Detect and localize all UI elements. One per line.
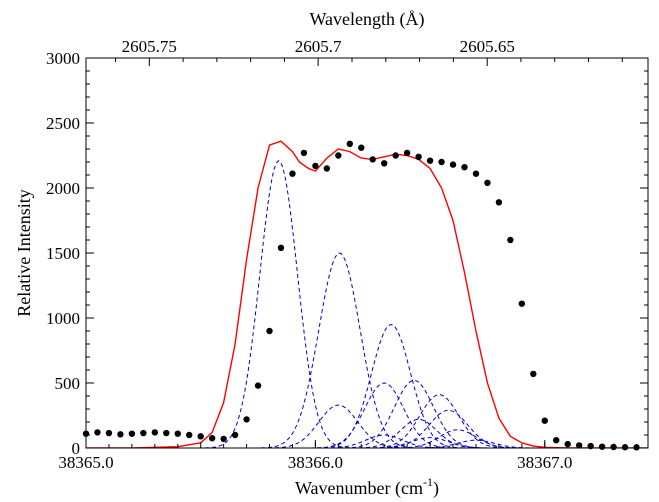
data-point bbox=[163, 429, 170, 437]
x-axis-title-close: ) bbox=[433, 478, 439, 499]
data-point bbox=[220, 435, 227, 443]
y-axis-title: Relative Intensity bbox=[14, 189, 34, 316]
x-tick-label: 38365.0 bbox=[58, 453, 113, 472]
data-point bbox=[335, 152, 342, 159]
component-peak-7 bbox=[86, 404, 648, 448]
data-point bbox=[541, 417, 548, 424]
data-point bbox=[553, 437, 560, 444]
data-point bbox=[438, 158, 445, 166]
data-point bbox=[461, 164, 468, 171]
data-point bbox=[621, 444, 629, 451]
data-point bbox=[392, 152, 399, 159]
component-peak-2 bbox=[86, 252, 648, 448]
data-point bbox=[403, 149, 411, 157]
y-tick-label: 1500 bbox=[46, 244, 80, 263]
data-point bbox=[289, 170, 296, 177]
data-point bbox=[266, 327, 273, 335]
component-peak-11 bbox=[86, 434, 648, 448]
data-point bbox=[495, 199, 503, 206]
data-point bbox=[346, 140, 353, 147]
component-peak-8 bbox=[86, 409, 648, 448]
data-point bbox=[208, 435, 216, 442]
data-point bbox=[117, 431, 124, 438]
x-axis-title-main: Wavenumber (cm bbox=[295, 478, 423, 499]
x-axis-title-superscript: -1 bbox=[423, 475, 433, 489]
data-point bbox=[151, 429, 159, 436]
x-tick-label: 38366.0 bbox=[288, 453, 343, 472]
data-point bbox=[415, 153, 422, 160]
data-point bbox=[381, 160, 388, 167]
data-point bbox=[507, 236, 514, 244]
data-point bbox=[300, 149, 308, 157]
data-point bbox=[369, 156, 376, 163]
data-point bbox=[472, 170, 480, 177]
data-point bbox=[312, 162, 319, 170]
plot-content bbox=[82, 140, 648, 451]
top-axis-title: Wavelength (Å) bbox=[309, 9, 424, 30]
x-tick-label: 38367.0 bbox=[517, 453, 572, 472]
component-peak-4 bbox=[86, 379, 648, 448]
data-point bbox=[323, 165, 331, 172]
x-axis-title: Wavenumber (cm-1) bbox=[295, 475, 439, 499]
data-point bbox=[140, 429, 147, 437]
y-tick-label: 500 bbox=[55, 374, 81, 393]
data-point bbox=[105, 429, 113, 437]
data-point bbox=[174, 430, 181, 437]
plot-series bbox=[86, 140, 648, 448]
data-point bbox=[243, 416, 250, 423]
data-point bbox=[128, 430, 136, 437]
component-peak-6 bbox=[86, 382, 648, 448]
x2-tick-label: 2605.75 bbox=[122, 37, 177, 56]
data-point bbox=[575, 442, 583, 449]
data-point bbox=[197, 433, 204, 440]
data-point bbox=[94, 429, 101, 436]
y-tick-label: 2500 bbox=[46, 114, 80, 133]
y-tick-label: 2000 bbox=[46, 179, 80, 198]
fit-line bbox=[86, 140, 648, 448]
data-point bbox=[277, 244, 285, 251]
data-point bbox=[484, 179, 491, 186]
component-peak-9 bbox=[86, 418, 648, 448]
x2-tick-label: 2605.65 bbox=[460, 37, 515, 56]
data-point bbox=[231, 431, 239, 439]
component-peak-10 bbox=[86, 429, 648, 448]
data-point bbox=[358, 144, 365, 151]
data-point bbox=[186, 431, 193, 439]
y-tick-label: 1000 bbox=[46, 309, 80, 328]
data-point bbox=[518, 300, 526, 307]
data-point bbox=[254, 382, 262, 389]
data-point bbox=[598, 443, 606, 450]
x2-tick-label: 2605.7 bbox=[295, 37, 342, 56]
data-point bbox=[530, 370, 537, 378]
component-peak-3 bbox=[86, 323, 648, 448]
data-point bbox=[426, 157, 434, 164]
y-tick-label: 3000 bbox=[46, 49, 80, 68]
data-point bbox=[449, 161, 457, 168]
axes: 0 500 1000 1500 2000 2500 3000 38365.0 38366.0 38… bbox=[46, 37, 648, 472]
y-tick-label: 0 bbox=[72, 439, 81, 458]
